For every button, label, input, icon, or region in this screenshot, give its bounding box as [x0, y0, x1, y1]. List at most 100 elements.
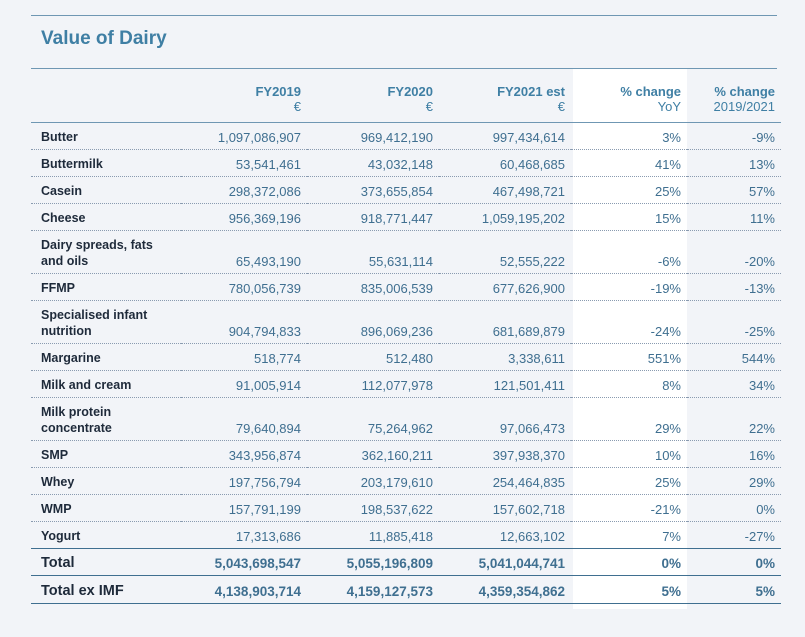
cell-fy2019: 1,097,086,907 — [217, 129, 301, 145]
cell-fy2020: 512,480 — [386, 350, 433, 366]
cell-chg1921: 5% — [755, 583, 775, 599]
cell-fy2019: 157,791,199 — [228, 501, 301, 517]
header-fy2019: FY2019 € — [255, 83, 301, 114]
table-row: Yogurt 17,313,686 11,885,418 12,663,102 7% -2… — [31, 521, 781, 548]
table-header-row: FY2019 € FY2020 € FY2021 est € % change YoY … — [31, 74, 781, 122]
cell-fy2020: 918,771,447 — [360, 210, 433, 226]
table-row: SMP 343,956,874 362,160,211 397,938,370 10% 1… — [31, 440, 781, 467]
cell-chg1921: 13% — [748, 156, 775, 172]
row-label: Dairy spreads, fats and oils — [41, 237, 153, 268]
row-label: Butter — [41, 129, 78, 144]
table-row: FFMP 780,056,739 835,006,539 677,626,900 -19… — [31, 273, 781, 300]
table-row: WMP 157,791,199 198,537,622 157,602,718 -21%… — [31, 494, 781, 521]
cell-yoy: 0% — [661, 555, 681, 571]
highlight-column-background — [573, 69, 687, 609]
cell-fy2019: 4,138,903,714 — [214, 583, 301, 599]
cell-yoy: 10% — [654, 447, 681, 463]
table-row: Margarine 518,774 512,480 3,338,611 551% 544% — [31, 343, 781, 370]
row-label: Casein — [41, 183, 82, 198]
cell-fy2020: 55,631,114 — [368, 253, 433, 269]
cell-chg1921: -27% — [744, 528, 775, 544]
page-title: Value of Dairy — [41, 28, 167, 49]
cell-fy2021: 3,338,611 — [508, 350, 565, 366]
cell-fy2021: 157,602,718 — [492, 501, 565, 517]
cell-fy2021: 254,464,835 — [492, 474, 565, 490]
cell-fy2019: 17,313,686 — [235, 528, 301, 544]
row-label: Buttermilk — [41, 156, 103, 171]
row-label: Margarine — [41, 350, 101, 365]
row-label: WMP — [41, 501, 72, 516]
header-label-col — [31, 74, 181, 122]
cell-fy2020: 203,179,610 — [360, 474, 433, 490]
cell-chg1921: 57% — [748, 183, 775, 199]
cell-fy2020: 896,069,236 — [360, 323, 433, 339]
cell-yoy: 3% — [662, 129, 681, 145]
header-2019-2021: % change 2019/2021 — [713, 83, 775, 114]
cell-fy2019: 956,369,196 — [228, 210, 301, 226]
table-row: Cheese 956,369,196 918,771,447 1,059,195,20… — [31, 203, 781, 230]
cell-chg1921: -9% — [751, 129, 775, 145]
cell-fy2021: 467,498,721 — [492, 183, 565, 199]
cell-yoy: 5% — [661, 583, 681, 599]
cell-fy2021: 997,434,614 — [492, 129, 565, 145]
top-rule — [31, 15, 777, 16]
cell-fy2019: 197,756,794 — [228, 474, 301, 490]
cell-fy2020: 75,264,962 — [367, 420, 433, 436]
cell-chg1921: -13% — [744, 280, 775, 296]
cell-fy2019: 5,043,698,547 — [214, 555, 301, 571]
header-fy2021: FY2021 est € — [497, 83, 565, 114]
cell-fy2021: 5,041,044,741 — [478, 555, 565, 571]
cell-chg1921: 34% — [748, 377, 775, 393]
header-fy2020: FY2020 € — [387, 83, 433, 114]
cell-chg1921: 0% — [756, 501, 775, 517]
row-label: Yogurt — [41, 528, 81, 543]
header-yoy: % change YoY — [620, 83, 681, 114]
table-row: Whey 197,756,794 203,179,610 254,464,835 25%… — [31, 467, 781, 494]
cell-yoy: -6% — [657, 253, 681, 269]
row-label: SMP — [41, 447, 69, 462]
cell-chg1921: -25% — [744, 323, 775, 339]
cell-fy2019: 79,640,894 — [235, 420, 301, 436]
row-label: Total — [41, 554, 75, 571]
row-label: Specialised infant nutrition — [41, 307, 148, 338]
cell-yoy: 7% — [662, 528, 681, 544]
header-rule — [31, 68, 777, 69]
table-row: Milk and cream 91,005,914 112,077,978 121,5… — [31, 370, 781, 397]
cell-fy2019: 53,541,461 — [235, 156, 301, 172]
cell-fy2021: 4,359,354,862 — [478, 583, 565, 599]
dairy-value-table: FY2019 € FY2020 € FY2021 est € % change YoY … — [31, 74, 781, 604]
row-label: Milk and cream — [41, 377, 132, 392]
total-row: Total 5,043,698,547 5,055,196,809 5,041,044… — [31, 548, 781, 575]
cell-yoy: -19% — [650, 280, 681, 296]
cell-yoy: -24% — [650, 323, 681, 339]
total-row: Total ex IMF 4,138,903,714 4,159,127,573 4,… — [31, 575, 781, 603]
cell-yoy: 8% — [662, 377, 681, 393]
table-body: Butter 1,097,086,907 969,412,190 997,434,61… — [31, 122, 781, 603]
cell-yoy: 29% — [654, 420, 681, 436]
cell-chg1921: 11% — [749, 210, 775, 226]
cell-fy2019: 91,005,914 — [235, 377, 301, 393]
cell-fy2021: 60,468,685 — [499, 156, 565, 172]
cell-fy2020: 112,077,978 — [361, 377, 433, 393]
table-row: Dairy spreads, fats and oils 65,493,190 55… — [31, 230, 781, 273]
row-label: Whey — [41, 474, 75, 489]
cell-yoy: 25% — [654, 183, 681, 199]
table-row: Butter 1,097,086,907 969,412,190 997,434,61… — [31, 122, 781, 149]
table-row: Specialised infant nutrition 904,794,833 8… — [31, 300, 781, 343]
cell-fy2020: 11,885,418 — [368, 528, 433, 544]
cell-yoy: 41% — [654, 156, 681, 172]
cell-fy2020: 198,537,622 — [360, 501, 433, 517]
cell-fy2021: 12,663,102 — [499, 528, 565, 544]
cell-yoy: -21% — [650, 501, 681, 517]
cell-chg1921: 22% — [748, 420, 775, 436]
cell-fy2019: 780,056,739 — [228, 280, 301, 296]
cell-fy2021: 52,555,222 — [499, 253, 565, 269]
cell-fy2019: 518,774 — [254, 350, 301, 366]
cell-fy2019: 65,493,190 — [235, 253, 301, 269]
cell-fy2020: 969,412,190 — [360, 129, 433, 145]
cell-fy2020: 362,160,211 — [361, 447, 433, 463]
table-row: Buttermilk 53,541,461 43,032,148 60,468,685… — [31, 149, 781, 176]
cell-fy2021: 397,938,370 — [492, 447, 565, 463]
cell-fy2021: 97,066,473 — [499, 420, 565, 436]
cell-chg1921: -20% — [744, 253, 775, 269]
